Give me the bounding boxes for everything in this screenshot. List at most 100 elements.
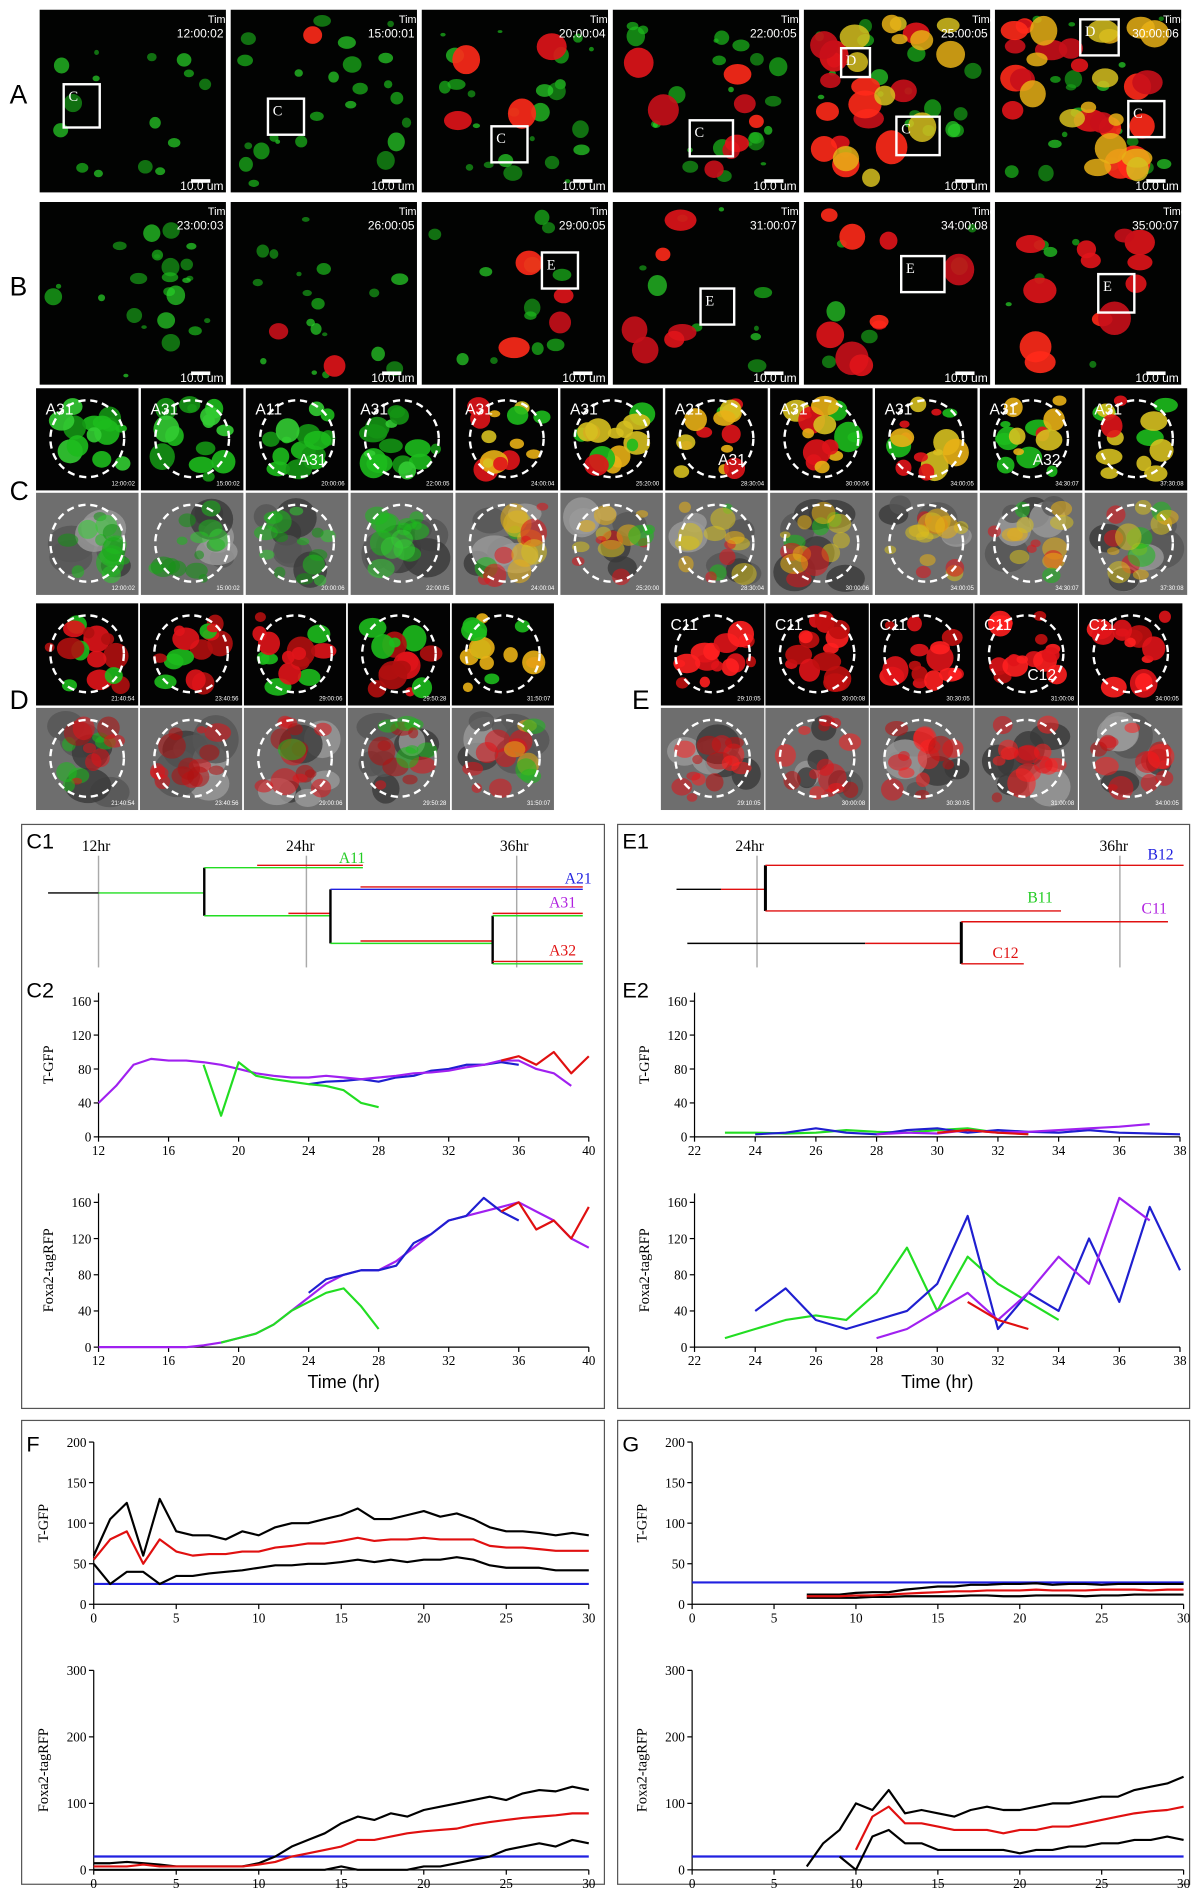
time-legend: Time [972,206,996,218]
timestamp: 21:40:54 [111,801,135,807]
cell-signal [711,661,723,672]
cell-signal [311,298,324,310]
cell-label: B11 [1027,890,1052,907]
cell-signal [179,396,200,413]
cell-signal [710,508,735,530]
cell-signal [180,259,193,271]
scale-label: 10.0 um [371,371,414,385]
cell-signal [216,425,233,437]
cell-signal [412,521,422,530]
cell-signal [177,537,188,545]
cell-signal [1132,70,1162,94]
cell-signal [910,30,933,50]
cell-signal [481,430,496,443]
cell-signal [1142,636,1165,660]
cell-signal [530,136,535,141]
figure: A B C D E C1 C2 E1 E2 F G 12hr 24hr 36hr… [0,0,1192,1888]
timestamp: 30:00:06 [846,482,870,488]
cell-signal [898,767,914,778]
cell-signal [302,217,310,222]
y-axis-label: Foxa2-tagRFP [41,1228,57,1312]
cell-signal [294,69,302,77]
timestamp: 20:00:04 [559,26,606,40]
cell-signal [725,531,745,544]
cell-signal [204,318,210,323]
y-tick-label: 80 [78,1268,92,1283]
x-tick-label: 26 [809,1143,823,1158]
cell-signal [266,510,291,534]
cell-signal [466,164,474,171]
y-tick-label: 100 [67,1796,87,1811]
cell-signal [1051,501,1072,517]
cell-signal [483,458,493,467]
scale-label: 10.0 um [180,371,223,385]
timestamp: 25:20:00 [636,482,660,488]
cell-signal [298,669,321,686]
cell-signal [493,457,508,471]
cell-signal [408,727,418,738]
cell-signal [1135,673,1152,691]
timestamp: 34:00:05 [950,586,974,592]
scale-label: 10.0 um [562,371,605,385]
cell-signal [179,513,196,527]
y-tick-label: 40 [78,1096,92,1111]
cell-signal [252,626,266,641]
timestamp: 22:00:05 [426,586,450,592]
x-tick-label: 0 [90,1610,97,1625]
scale-label: 10.0 um [753,179,796,193]
timestamp: 12:00:02 [112,586,136,592]
y-tick-label: 300 [665,1663,685,1678]
cell-signal [307,625,330,644]
cell-signal [209,766,224,776]
cell-signal [665,210,697,231]
cell-label: C11 [670,617,697,634]
cell-signal [722,658,739,676]
y-tick-label: 80 [674,1062,688,1077]
y-tick-label: 120 [668,1231,688,1246]
cell-label: A31 [151,402,179,419]
x-tick-label: 32 [442,1143,455,1158]
x-tick-label: 26 [809,1353,823,1368]
cell-signal [94,170,103,177]
cell-signal [916,566,931,578]
x-tick-label: 24 [749,1353,763,1368]
time-legend: Time [590,14,614,26]
cell-signal [186,669,206,690]
timestamp: 29:10:05 [737,697,761,703]
cell-signal [154,254,160,258]
timestamp: 30:00:06 [1132,26,1179,40]
cell-signal [769,57,787,76]
cell-signal [83,743,96,753]
x-tick-label: 0 [689,1876,696,1888]
panel-letter: C1 [26,828,54,853]
cell-signal [1038,165,1053,182]
cell-signal [734,94,756,113]
cell-signal [126,308,142,323]
cell-signal [1116,628,1129,636]
cell-signal [452,45,480,74]
cell-signal [815,461,830,474]
scale-label: 10.0 um [944,179,987,193]
x-tick-label: 30 [1177,1876,1191,1888]
y-axis-label: Foxa2-tagRFP [637,1228,653,1312]
x-tick-label: 16 [162,1353,176,1368]
timestamp: 23:40:56 [215,801,239,807]
cell-signal [898,751,910,761]
y-tick-label: 0 [681,1340,688,1355]
x-tick-label: 10 [252,1610,266,1625]
roi-label: C [1133,106,1143,122]
cell-signal [138,160,153,174]
cell-signal [211,450,235,473]
x-tick-label: 15 [335,1876,349,1888]
cell-signal [372,774,399,804]
cell-signal [322,332,327,336]
y-tick-label: 50 [672,1557,686,1572]
cell-signal [199,79,211,90]
cell-signal [324,355,346,377]
cell-signal [113,242,127,251]
x-tick-label: 40 [582,1143,596,1158]
cell-signal [469,711,495,731]
cell-signal [1005,39,1026,54]
cell-signal [725,737,744,749]
cell-signal [1094,757,1119,776]
